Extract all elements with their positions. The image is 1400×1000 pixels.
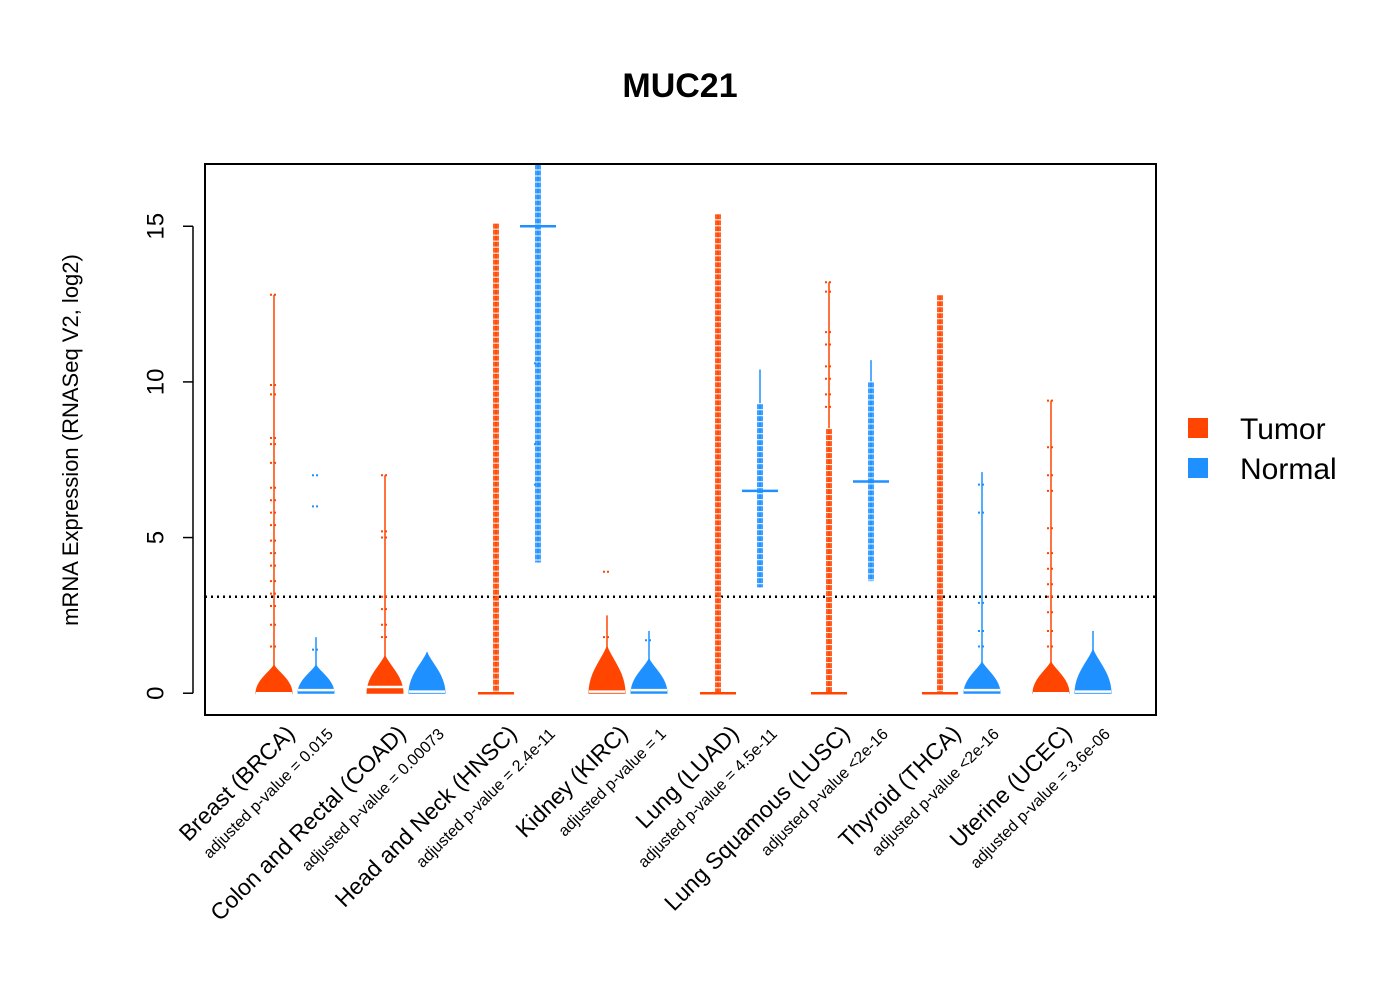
y-axis-label: mRNA Expression (RNASeq V2, log2) (58, 254, 83, 626)
tumor-bean-3-bean (588, 644, 626, 694)
tumor-bean-2 (478, 222, 514, 695)
tumor-bean-0 (255, 293, 293, 695)
tumor-bean-6 (922, 294, 958, 695)
y-tick-label: 5 (142, 531, 169, 544)
tumor-bean-0-bean (255, 664, 293, 694)
tumor-bean-1-bean (366, 654, 404, 694)
normal-bean-2 (520, 163, 556, 563)
normal-bean-5 (853, 360, 889, 582)
normal-bean-6-bean (963, 660, 1001, 694)
tumor-bean-5 (811, 281, 847, 695)
normal-bean-3 (630, 630, 668, 694)
x-axis-labels: Breast (BRCA)adjusted p-value = 0.015Col… (174, 720, 1114, 925)
y-tick-label: 10 (142, 369, 169, 396)
y-tick-label: 0 (142, 687, 169, 700)
y-tick-label: 15 (142, 213, 169, 240)
normal-bean-0-bean (297, 664, 335, 694)
legend-swatch-normal (1188, 458, 1208, 478)
tumor-bean-3 (588, 570, 626, 694)
legend-label-tumor: Tumor (1240, 413, 1326, 446)
tumor-bean-6-bean (937, 294, 943, 694)
tumor-bean-7 (1032, 399, 1070, 695)
plot-frame (204, 163, 1157, 716)
legend: Tumor Normal (1188, 413, 1337, 486)
normal-bean-7-bean (1074, 648, 1112, 694)
tumor-bean-7-bean (1032, 660, 1070, 694)
normal-bean-1 (408, 651, 446, 694)
tumor-bean-4 (700, 213, 736, 695)
tumor-bean-2-bean (493, 223, 499, 694)
normal-bean-6 (963, 472, 1001, 694)
tumor-bean-1 (366, 474, 404, 694)
legend-label-normal: Normal (1240, 453, 1337, 486)
plot-area (205, 163, 1156, 695)
legend-swatch-tumor (1188, 418, 1208, 438)
normal-bean-4-bean (757, 403, 763, 588)
normal-bean-1-bean (408, 651, 446, 694)
normal-bean-7 (1074, 630, 1112, 694)
y-axis: 0 5 10 15 (142, 213, 194, 700)
normal-bean-3-bean (630, 657, 668, 694)
normal-bean-0 (297, 474, 335, 694)
normal-bean-4 (742, 369, 778, 588)
chart-title: MUC21 (622, 67, 737, 105)
